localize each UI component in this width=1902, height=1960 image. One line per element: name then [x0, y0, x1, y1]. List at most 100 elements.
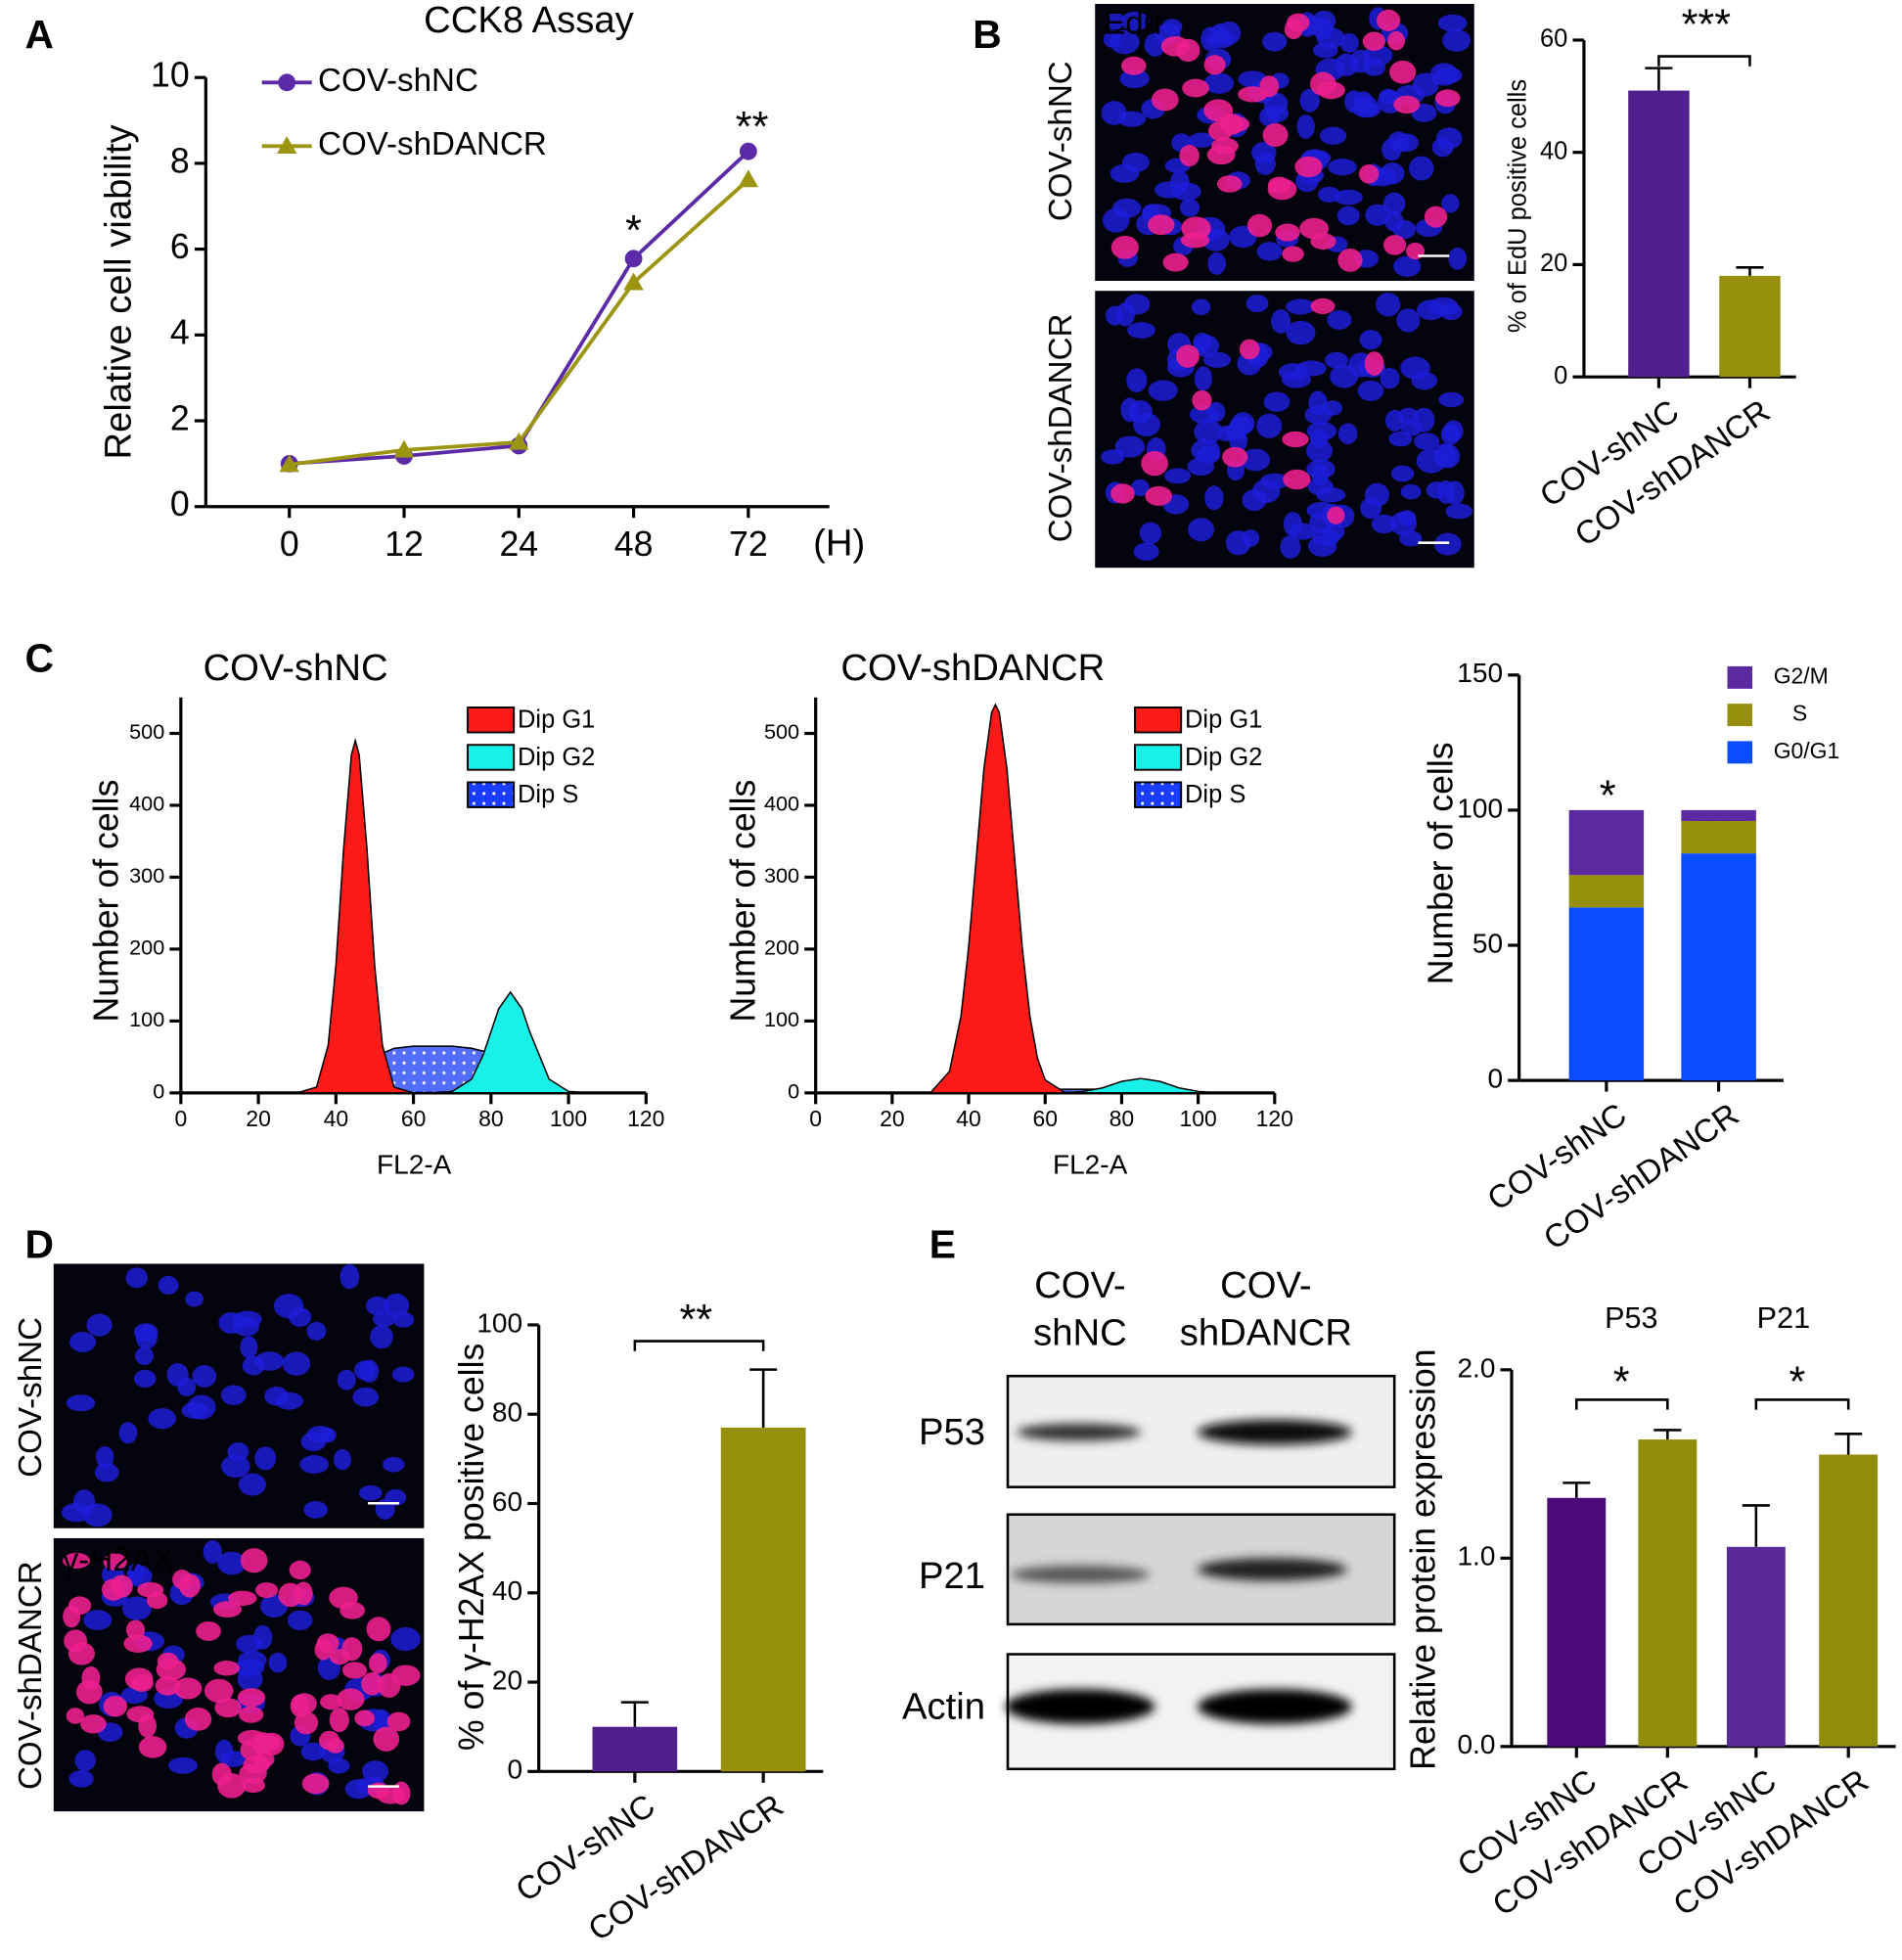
nucleus [340, 1264, 360, 1290]
nucleus [1263, 92, 1289, 115]
nucleus [1426, 481, 1448, 499]
x-tick-label: 120 [627, 1106, 664, 1131]
y-tick-label: 100 [129, 1007, 164, 1031]
nucleus [1189, 132, 1215, 148]
nucleus [354, 1709, 376, 1727]
nucleus [1259, 75, 1280, 98]
nucleus [1306, 459, 1336, 479]
nucleus [361, 1672, 384, 1696]
nucleus [354, 1360, 376, 1381]
nucleus [1238, 86, 1268, 103]
nucleus [366, 1296, 389, 1316]
y-tick-label: 4 [170, 313, 190, 352]
nucleus [1328, 159, 1357, 176]
blot-band [1010, 1565, 1151, 1583]
y-tick-label: 200 [129, 935, 164, 960]
legend-label: G0/G1 [1774, 738, 1840, 763]
bar-segment [1681, 820, 1756, 854]
stain-label: Edu [1104, 5, 1161, 41]
y-tick-label: 400 [764, 792, 799, 816]
x-tick-label: 0 [280, 524, 299, 564]
nucleus [1432, 443, 1456, 468]
legend-label: G2/M [1774, 662, 1829, 688]
nucleus [1390, 465, 1415, 482]
nucleus [384, 1293, 410, 1318]
nucleus [103, 1695, 128, 1717]
nucleus [386, 1711, 411, 1732]
x-tick-label: 48 [614, 524, 654, 564]
nucleus [1283, 469, 1311, 490]
nucleus [301, 1773, 330, 1795]
nucleus [1242, 529, 1260, 547]
nucleus [63, 1605, 81, 1628]
nucleus [184, 1707, 212, 1731]
blot-row-label: Actin [902, 1686, 985, 1728]
y-tick-label: 8 [170, 141, 190, 180]
x-tick-label: COV-shDANCR [1537, 1097, 1745, 1257]
nucleus [214, 1698, 242, 1718]
legend-swatch [1727, 741, 1753, 764]
nucleus [1219, 115, 1250, 133]
significance: *** [1682, 2, 1732, 49]
nucleus [123, 1634, 153, 1653]
legend-label: Dip G2 [1185, 744, 1262, 771]
nucleus [133, 1369, 157, 1388]
nucleus [292, 1693, 317, 1714]
nucleus [1101, 101, 1127, 125]
nucleus [1379, 88, 1398, 105]
nucleus [1203, 99, 1234, 122]
nucleus [320, 1694, 342, 1710]
y-tick-label: 100 [476, 1307, 522, 1338]
nucleus [1396, 308, 1421, 333]
nucleus [289, 1560, 311, 1580]
nucleus [74, 1750, 96, 1772]
nucleus [1290, 523, 1316, 540]
nucleus [366, 1617, 391, 1642]
chart-title: COV-shDANCR [840, 647, 1105, 689]
nucleus [1139, 522, 1162, 544]
nucleus [344, 1779, 373, 1800]
error-bar [1736, 266, 1764, 276]
nucleus [1318, 186, 1340, 203]
bar [720, 1427, 806, 1772]
nucleus [254, 1446, 277, 1471]
nucleus [1194, 419, 1223, 444]
nucleus [337, 1688, 365, 1710]
legend-swatch [467, 744, 516, 771]
nucleus [1162, 252, 1189, 272]
nucleus [328, 1757, 350, 1774]
nucleus [146, 1591, 168, 1610]
nucleus [375, 1498, 395, 1520]
nucleus [299, 1455, 329, 1474]
nucleus [1176, 344, 1200, 368]
x-tick-label: 120 [1256, 1106, 1293, 1131]
nucleus [390, 1626, 421, 1652]
x-tick-label: 0 [809, 1106, 822, 1131]
nucleus [185, 1291, 204, 1307]
nucleus [1364, 482, 1389, 507]
histogram-area [928, 703, 1237, 1094]
nucleus [61, 1503, 91, 1523]
y-tick-label: 2 [170, 398, 190, 437]
blot-band [1197, 1419, 1352, 1445]
nucleus [368, 1653, 387, 1674]
y-tick-label: 500 [764, 719, 799, 744]
nucleus [1393, 255, 1422, 277]
legend-label: Dip S [1185, 781, 1245, 808]
nucleus [268, 1652, 288, 1673]
nucleus [1296, 360, 1327, 377]
nucleus [1194, 366, 1212, 391]
marker [509, 432, 529, 450]
nucleus [221, 1454, 250, 1479]
blot-column-label: shNC [1033, 1311, 1127, 1353]
legend-swatch [467, 781, 516, 808]
nucleus [1319, 126, 1347, 145]
nucleus [237, 1667, 263, 1691]
nucleus [66, 1708, 85, 1724]
y-tick-label: 40 [492, 1575, 522, 1606]
nucleus [240, 1336, 258, 1359]
x-axis-label: FL2-A [377, 1149, 452, 1179]
nucleus [1106, 11, 1124, 30]
